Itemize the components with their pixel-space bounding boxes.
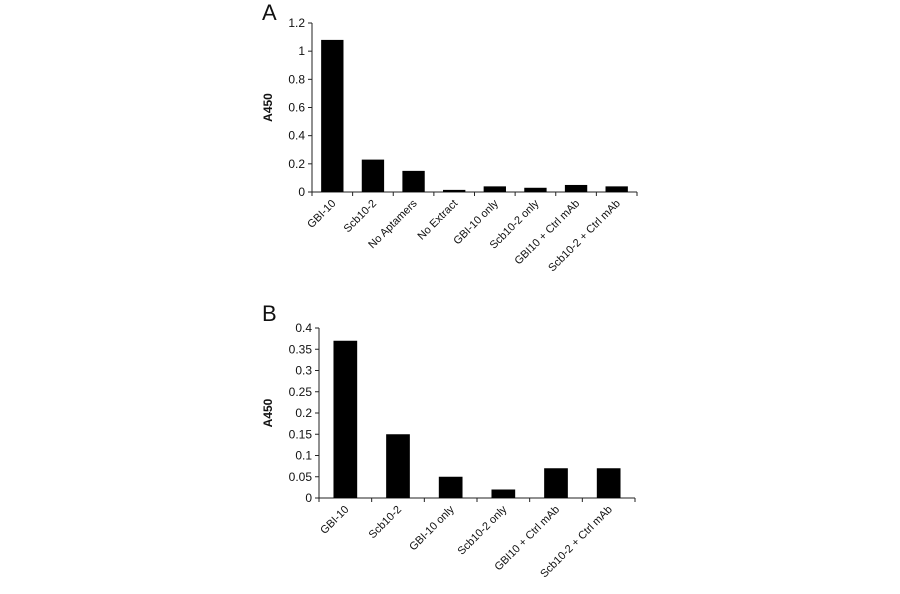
bar: [402, 170, 425, 192]
y-tick-label: 0: [298, 185, 305, 199]
x-tick-label: GBI-10 only: [407, 503, 457, 553]
y-tick-label: 0.2: [288, 157, 305, 171]
x-tick-label: GBI-10: [318, 504, 351, 537]
bar: [491, 489, 516, 498]
bar: [333, 340, 358, 498]
y-tick-label: 0.1: [295, 449, 312, 463]
x-tick-label: GBI-10: [305, 198, 338, 231]
bar: [386, 434, 410, 498]
bar: [564, 184, 588, 192]
bar: [361, 159, 385, 192]
x-tick-label: Scb10-2: [367, 504, 404, 541]
y-tick-label: 1: [298, 44, 305, 58]
bar: [596, 468, 621, 498]
x-tick-label: Scb10-2: [342, 198, 379, 235]
bar: [443, 189, 466, 192]
y-tick-label: 0.25: [289, 385, 313, 399]
y-tick-label: 0.2: [295, 406, 312, 420]
y-tick-label: 0.4: [288, 129, 305, 143]
y-axis-label: A450: [261, 93, 275, 122]
panel-label: B: [262, 301, 277, 326]
y-tick-label: 0.35: [289, 342, 313, 356]
bar: [544, 468, 568, 498]
y-tick-label: 0.3: [295, 364, 312, 378]
y-axis-label: A450: [261, 398, 275, 427]
y-tick-label: 1.2: [288, 16, 305, 30]
bar: [321, 39, 344, 193]
y-tick-label: 0.4: [295, 321, 312, 335]
panel-label: A: [262, 0, 277, 25]
x-tick-label: Scb10-2 only: [456, 503, 510, 557]
y-tick-label: 0.6: [288, 101, 305, 115]
x-tick-label: Scb10-2 + Ctrl mAb: [546, 198, 623, 275]
y-tick-label: 0.15: [289, 427, 313, 441]
y-tick-label: 0: [305, 491, 312, 505]
bar: [524, 187, 547, 192]
bar: [483, 186, 506, 192]
bar: [605, 186, 628, 192]
y-tick-label: 0.05: [289, 470, 313, 484]
bar: [438, 476, 463, 498]
chart-panel-b: B A450 0 0.05 0.1 0.15 0.2 0.25 0.3 0.35 0.4 GBI-10…: [261, 301, 636, 580]
y-tick-label: 0.8: [288, 72, 305, 86]
